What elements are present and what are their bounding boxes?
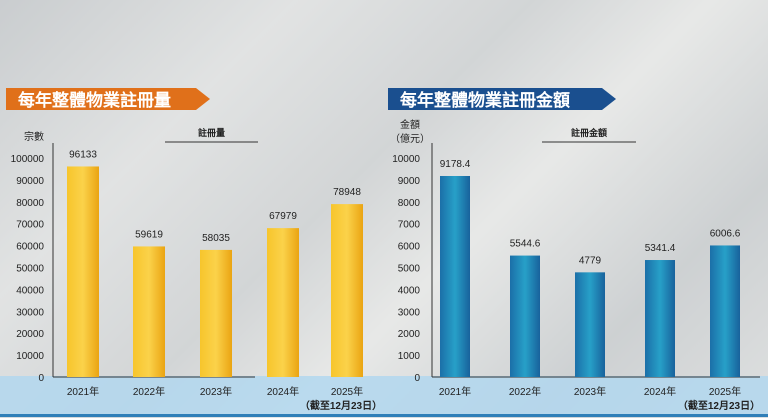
bar-2024年 <box>645 260 675 377</box>
y-tick-label: 10000 <box>16 351 44 362</box>
x-tick-label: 2021年 <box>67 385 99 398</box>
data-label: 9178.4 <box>440 159 471 170</box>
x-tick-label: 2021年 <box>439 385 471 398</box>
y-tick-label: 6000 <box>398 242 421 253</box>
chart-title: 每年整體物業註冊量 <box>18 90 171 110</box>
x-tick-note: （截至12月23日） <box>678 399 760 412</box>
y-tick-label: 5000 <box>398 264 421 275</box>
bar-2021年 <box>67 166 99 377</box>
y-tick-label: 40000 <box>16 285 44 296</box>
x-tick-label: 2024年 <box>267 385 299 398</box>
x-tick-label: 2024年 <box>644 385 676 398</box>
y-tick-label: 100000 <box>11 154 45 165</box>
x-tick-label: 2022年 <box>133 385 165 398</box>
data-label: 5544.6 <box>510 239 541 250</box>
data-label: 59619 <box>135 229 163 240</box>
y-tick-label: 60000 <box>16 242 44 253</box>
title-banner <box>388 88 616 110</box>
data-label: 58035 <box>202 233 230 244</box>
data-label: 4779 <box>579 255 602 266</box>
bar-2022年 <box>133 246 165 377</box>
y-axis-label: 宗數 <box>24 130 44 143</box>
y-axis-unit: （億元） <box>390 132 430 145</box>
data-label: 5341.4 <box>645 243 676 254</box>
y-tick-label: 1000 <box>398 351 421 362</box>
x-tick-label: 2025年 <box>709 385 741 398</box>
data-label: 67979 <box>269 211 297 222</box>
bar-2025年 <box>710 245 740 377</box>
y-tick-label: 0 <box>38 373 44 384</box>
y-tick-label: 3000 <box>398 307 421 318</box>
bottom-band <box>0 376 768 417</box>
y-axis-label: 金額 <box>400 118 420 131</box>
y-tick-label: 2000 <box>398 329 421 340</box>
legend-label: 註冊量 <box>198 127 225 138</box>
y-tick-label: 30000 <box>16 307 44 318</box>
title-banner <box>6 88 210 110</box>
data-label: 78948 <box>333 187 361 198</box>
bar-2022年 <box>510 255 540 377</box>
y-tick-label: 20000 <box>16 329 44 340</box>
x-tick-note: （截至12月23日） <box>300 399 382 412</box>
y-tick-label: 50000 <box>16 264 44 275</box>
data-label: 96133 <box>69 149 97 160</box>
legend-label: 註冊金額 <box>571 127 607 138</box>
bar-2025年 <box>331 204 363 377</box>
y-tick-label: 4000 <box>398 285 421 296</box>
y-tick-label: 70000 <box>16 220 44 231</box>
y-tick-label: 10000 <box>392 154 420 165</box>
x-tick-label: 2023年 <box>200 385 232 398</box>
bar-2023年 <box>575 272 605 377</box>
chart-title: 每年整體物業註冊金額 <box>400 90 570 110</box>
bar-2023年 <box>200 249 232 377</box>
y-tick-label: 0 <box>414 373 420 384</box>
x-tick-label: 2023年 <box>574 385 606 398</box>
y-tick-label: 90000 <box>16 176 44 187</box>
y-tick-label: 8000 <box>398 198 421 209</box>
bar-2024年 <box>267 228 299 377</box>
y-tick-label: 80000 <box>16 198 44 209</box>
y-tick-label: 7000 <box>398 220 421 231</box>
bar-2021年 <box>440 175 470 377</box>
x-tick-label: 2025年 <box>331 385 363 398</box>
x-tick-label: 2022年 <box>509 385 541 398</box>
y-tick-label: 9000 <box>398 176 421 187</box>
data-label: 6006.6 <box>710 228 741 239</box>
